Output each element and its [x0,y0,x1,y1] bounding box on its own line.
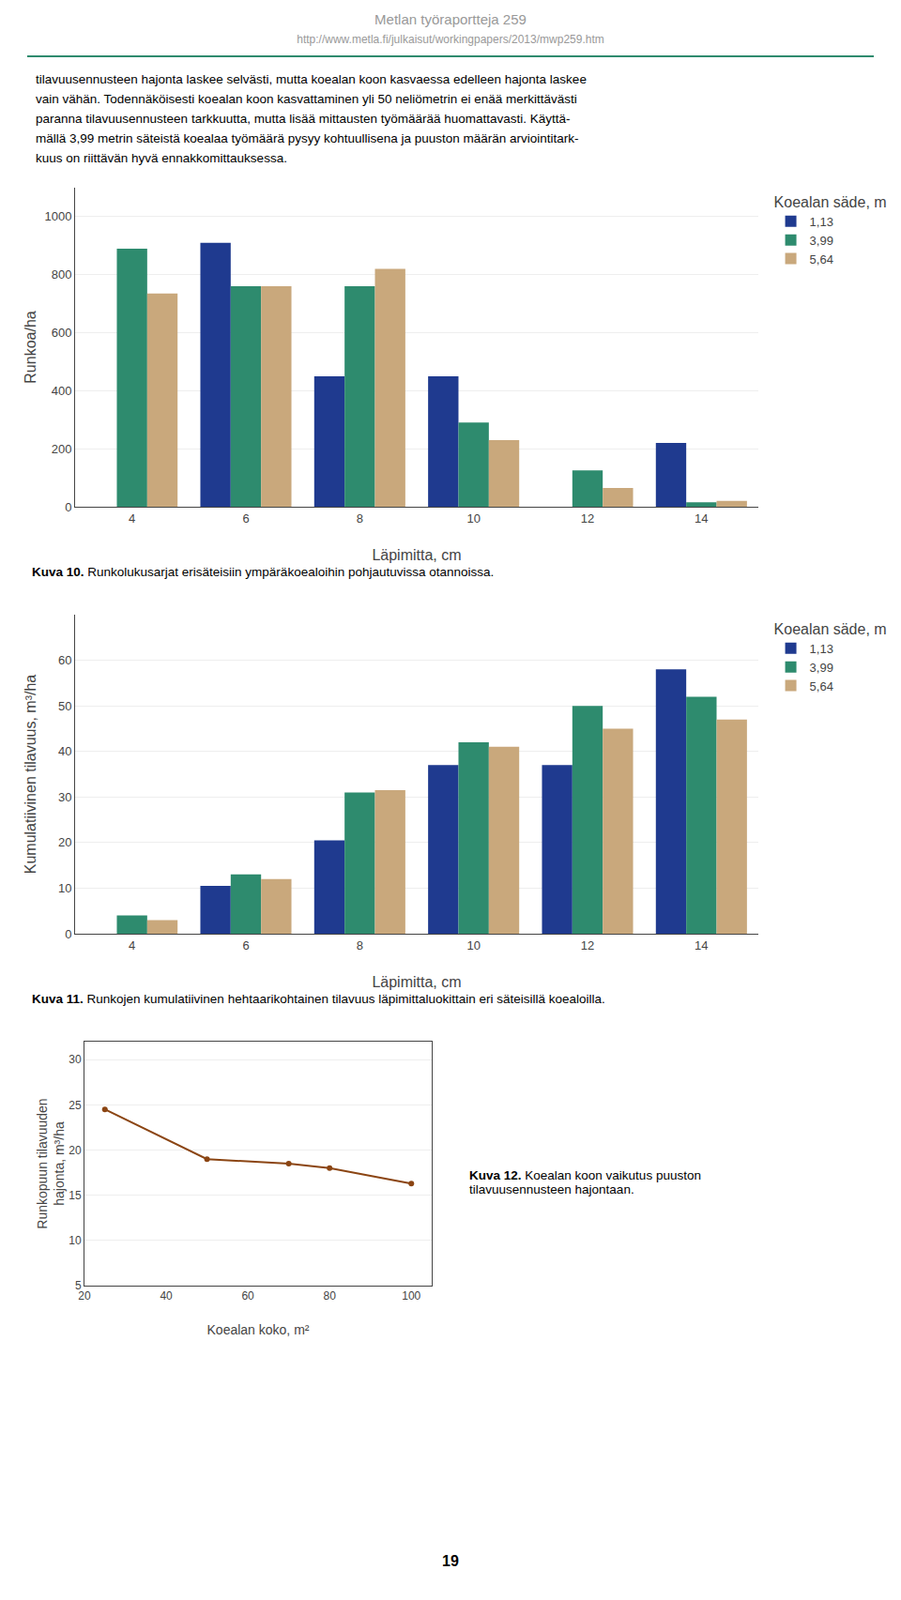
svg-text:100: 100 [401,1289,421,1303]
html-text:Kuva 12. Koealan koon vaikutus: Kuva 12. Koealan koon vaikutus puuston t… [469,1168,701,1197]
svg-text:20: 20 [77,1289,92,1303]
svg-text:800: 800 [51,267,73,282]
svg-text:50: 50 [58,698,72,713]
svg-text:60: 60 [58,653,72,668]
svg-text:4: 4 [128,937,136,952]
svg-text:3,99: 3,99 [809,659,834,674]
svg-text:Runkoa/ha: Runkoa/ha [22,310,39,383]
svg-text:Koealan säde, m: Koealan säde, m [774,620,887,637]
svg-text:30: 30 [58,789,72,804]
svg-text:5,64: 5,64 [809,678,834,693]
svg-text:8: 8 [356,937,364,952]
svg-text:0: 0 [64,926,72,941]
svg-text:12: 12 [580,937,595,952]
svg-text:0: 0 [64,499,72,514]
svg-text:30: 30 [68,1053,82,1067]
svg-text:5,64: 5,64 [809,251,834,266]
svg-text:10: 10 [466,510,480,525]
svg-text:15: 15 [68,1189,82,1203]
svg-text:10: 10 [68,1234,82,1248]
html-text:Kuva 10. Runkolukusarjat erisä: Kuva 10. Runkolukusarjat erisäteisiin ym… [31,564,494,579]
html-text:Kuva 11. Runkojen kumulatiivin: Kuva 11. Runkojen kumulatiivinen hehtaar… [31,991,606,1006]
svg-text:10: 10 [466,937,480,952]
svg-text:8: 8 [356,510,364,525]
svg-text:Koealan säde, m: Koealan säde, m [774,193,887,210]
svg-text:4: 4 [128,510,136,525]
svg-text:14: 14 [694,510,708,525]
svg-text:20: 20 [58,835,72,850]
svg-text:12: 12 [580,510,595,525]
svg-text:5: 5 [75,1279,82,1293]
svg-text:1,13: 1,13 [809,641,834,656]
svg-text:40: 40 [159,1289,173,1303]
svg-text:400: 400 [51,383,73,398]
html-text:tilavuusennusteen hajonta lask: tilavuusennusteen hajonta laskee selväst… [35,72,587,87]
svg-text:80: 80 [323,1289,337,1303]
svg-text:3,99: 3,99 [809,232,834,247]
svg-text:6: 6 [242,937,249,952]
svg-text:Läpimitta, cm: Läpimitta, cm [371,547,461,564]
html-text:paranna tilavuusennusteen tark: paranna tilavuusennusteen tarkkuutta, mu… [35,111,571,126]
svg-text:1,13: 1,13 [809,213,834,229]
svg-text:Runkopuun tilavuudenhajonta, m: Runkopuun tilavuudenhajonta, m³/ha [34,1098,67,1229]
html-text:19: 19 [442,1553,459,1570]
svg-text:40: 40 [58,744,72,759]
svg-text:Läpimitta, cm: Läpimitta, cm [371,974,461,991]
html-text:mällä 3,99 metrin säteistä koe: mällä 3,99 metrin säteistä koealaa työmä… [35,131,579,146]
html-text:Metlan työraportteja 259: Metlan työraportteja 259 [374,11,527,28]
svg-text:25: 25 [68,1098,82,1112]
svg-text:10: 10 [58,881,72,896]
html-text:kuus on riittävän hyvä ennakko: kuus on riittävän hyvä ennakkomittaukses… [35,150,288,165]
svg-text:200: 200 [51,441,73,456]
html-text:vain vähän. Todennäköisesti ko: vain vähän. Todennäköisesti koealan koon… [35,91,578,106]
svg-text:600: 600 [51,325,73,340]
svg-text:6: 6 [242,510,249,525]
svg-text:1000: 1000 [44,209,72,224]
html-text:http://www.metla.fi/julkaisut/: http://www.metla.fi/julkaisut/workingpap… [296,32,605,46]
svg-text:60: 60 [241,1289,255,1303]
svg-text:14: 14 [694,937,708,952]
svg-text:20: 20 [68,1143,82,1157]
svg-text:Kumulatiivinen tilavuus, m³/ha: Kumulatiivinen tilavuus, m³/ha [22,673,39,874]
svg-text:Koealan koko, m²: Koealan koko, m² [207,1322,310,1338]
